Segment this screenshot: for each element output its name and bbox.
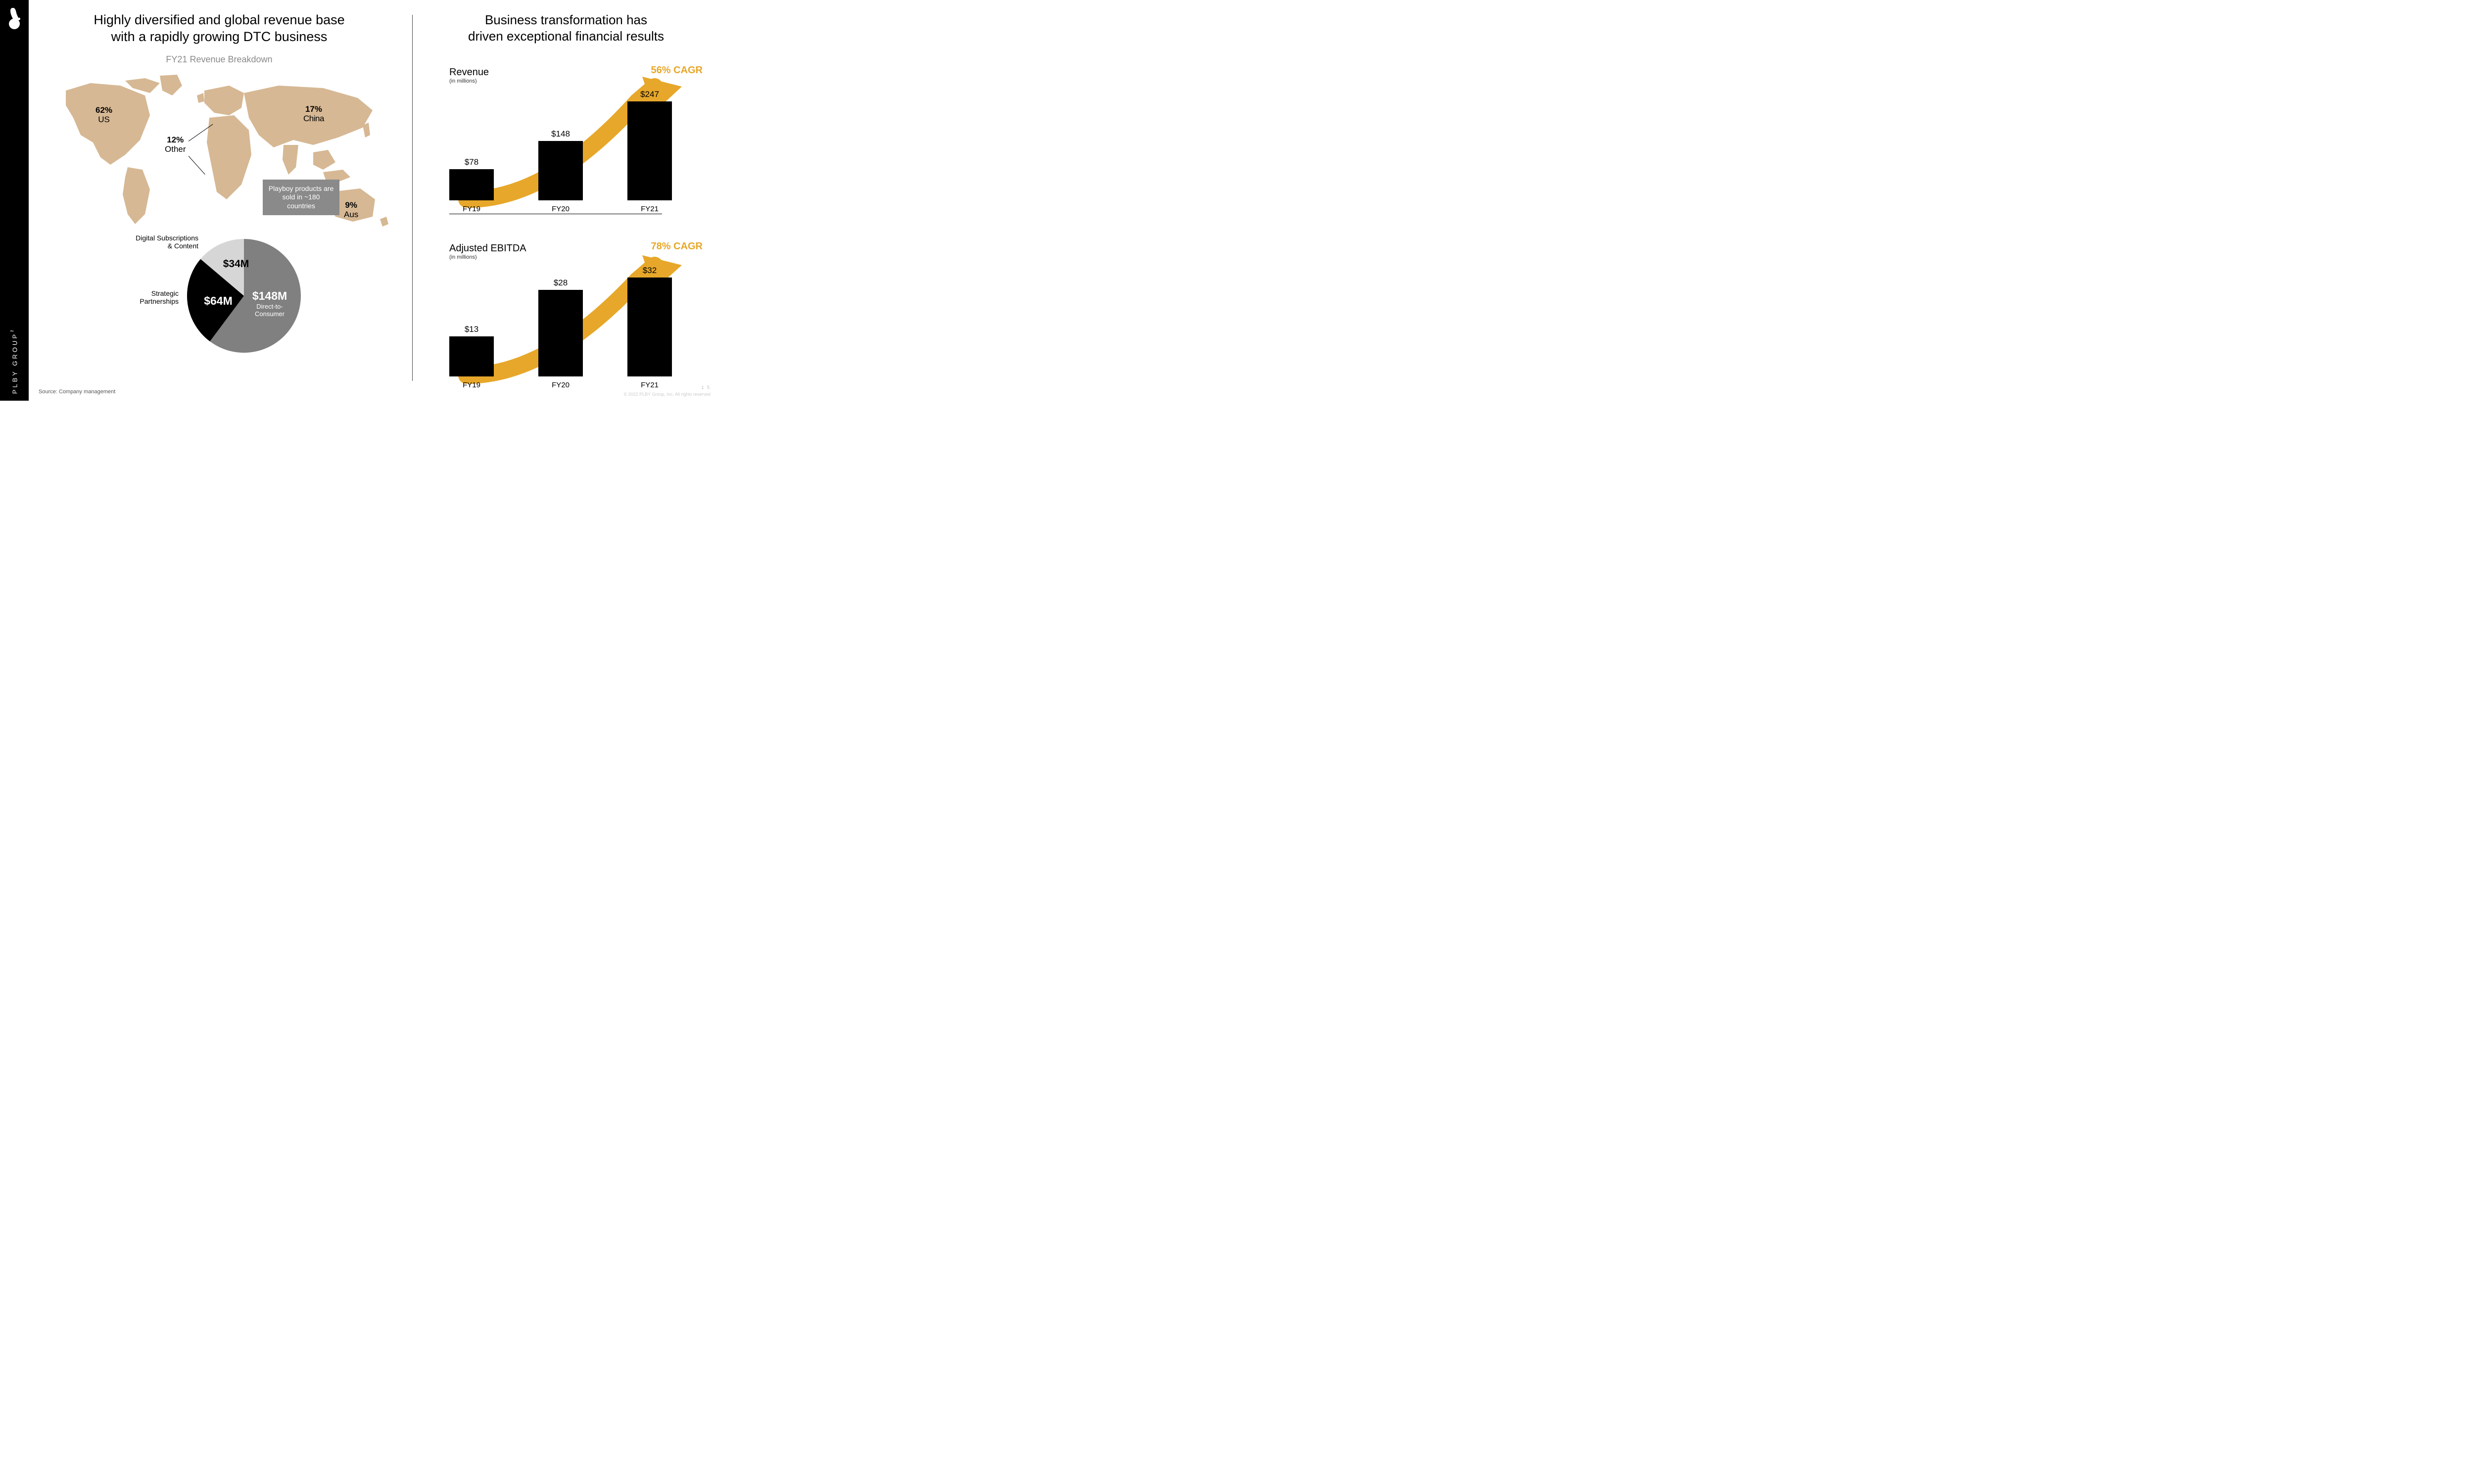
bar-value-label: $78: [449, 157, 494, 167]
left-subhead: FY21 Revenue Breakdown: [29, 54, 410, 65]
left-headline: Highly diversified and global revenue ba…: [29, 12, 410, 46]
revenue-chart: Revenue (in millions) 56% CAGR $78FY19$1…: [425, 67, 708, 215]
bar-value-label: $32: [627, 266, 672, 276]
bunny-logo-icon: [5, 7, 23, 30]
map-callout-us: 62%US: [95, 105, 112, 125]
sidebar: PLBY GROUP™: [0, 0, 29, 401]
revenue-pie: $148MDirect-to-Consumer $64M $34M Digital …: [81, 234, 358, 358]
bar: [538, 290, 583, 376]
bar: [627, 278, 672, 376]
left-column: Highly diversified and global revenue ba…: [29, 0, 410, 401]
bar: [627, 101, 672, 200]
pie-value: $64M: [204, 294, 233, 307]
bar-x-label: FY19: [449, 381, 494, 389]
bar-x-label: FY20: [538, 205, 583, 213]
bar-value-label: $247: [627, 90, 672, 99]
bar-x-label: FY20: [538, 381, 583, 389]
pie-ext-label-strategic: StrategicPartnerships: [124, 289, 179, 306]
bar-value-label: $148: [538, 129, 583, 139]
bar-value-label: $28: [538, 278, 583, 288]
map-note: Playboy products are sold in ~180 countr…: [263, 180, 339, 216]
ebitda-chart: Adjusted EBITDA (in millions) 78% CAGR $…: [425, 243, 708, 391]
bar-x-label: FY21: [627, 381, 672, 389]
bar-x-label: FY19: [449, 205, 494, 213]
pie-value: Consumer: [255, 310, 285, 318]
source-text: Source: Company management: [39, 389, 115, 395]
brand-text: PLBY GROUP™: [10, 323, 18, 394]
map-callout-aus: 9%Aus: [344, 200, 358, 220]
copyright: © 2022 PLBY Group, Inc. All rights reser…: [623, 392, 711, 397]
right-headline: Business transformation has driven excep…: [425, 12, 708, 44]
map-callout-china: 17%China: [303, 104, 324, 124]
pie-value: $148M: [252, 289, 287, 302]
bar-value-label: $13: [449, 325, 494, 334]
page-number: 1 5: [701, 385, 711, 390]
vertical-divider: [412, 15, 413, 381]
bar: [449, 169, 494, 200]
bar-x-label: FY21: [627, 205, 672, 213]
bar: [538, 141, 583, 200]
right-column: Business transformation has driven excep…: [425, 0, 708, 401]
bars: $13FY19$28FY20$32FY21: [449, 263, 672, 376]
slide-content: Highly diversified and global revenue ba…: [29, 0, 713, 401]
bars: $78FY19$148FY20$247FY21: [449, 87, 672, 200]
pie-value: $34M: [223, 258, 249, 270]
pie-value: Direct-to-: [256, 303, 283, 310]
map-callout-other: 12%Other: [165, 135, 186, 154]
pie-ext-label-digital: Digital Subscriptions& Content: [124, 234, 198, 251]
bar: [449, 336, 494, 376]
world-map: 62%US 12%Other 17%China 9%Aus Playboy pr…: [46, 71, 392, 229]
